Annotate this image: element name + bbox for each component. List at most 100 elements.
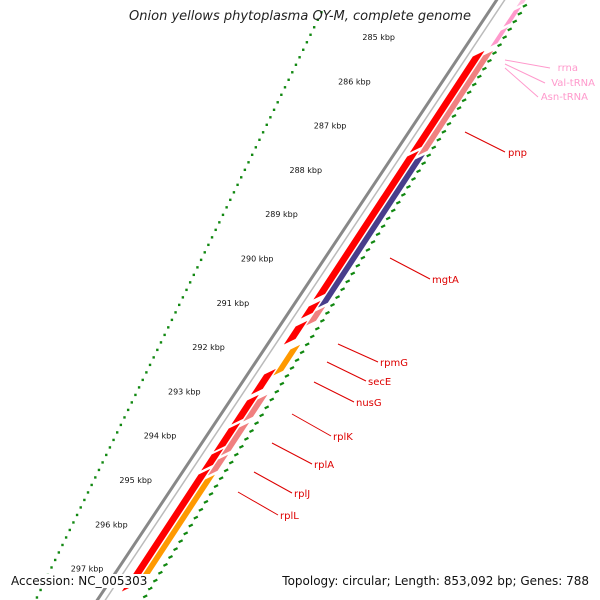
- gc-tick: [426, 153, 432, 158]
- gc-dot: [210, 236, 214, 239]
- gc-tick: [168, 555, 173, 559]
- gene-rplK-forward: [231, 394, 259, 425]
- ruler-label: 290 kbp: [241, 255, 274, 264]
- gene-secE-forward: [300, 300, 321, 319]
- gc-dot: [272, 108, 276, 111]
- gc-dot: [141, 378, 144, 382]
- gene-label: rplJ: [294, 489, 310, 500]
- gc-tick: [188, 523, 194, 528]
- gc-dot: [258, 138, 261, 142]
- gc-dot: [214, 228, 217, 232]
- gc-tick: [162, 562, 168, 567]
- label-connector: [504, 59, 551, 69]
- gc-dot: [291, 71, 294, 74]
- gc-tick: [183, 531, 189, 536]
- gene-pnp-track: [417, 50, 494, 156]
- gc-dot: [312, 26, 316, 29]
- gc-tick: [330, 303, 335, 307]
- rna-feature-2: [503, 7, 522, 27]
- gc-tick: [152, 578, 158, 583]
- gc-tick: [395, 200, 401, 205]
- label-connector: [504, 63, 546, 84]
- gc-tick: [370, 240, 376, 244]
- gc-tick: [324, 310, 330, 315]
- gc-tick: [254, 421, 260, 426]
- gc-tick: [299, 350, 305, 355]
- gc-dot: [94, 476, 97, 479]
- gc-tick: [284, 373, 290, 378]
- gene-label: pnp: [508, 148, 527, 159]
- ruler-label: 292 kbp: [192, 343, 225, 352]
- gc-dot: [218, 221, 221, 224]
- gc-dot: [236, 183, 239, 187]
- gc-dot: [203, 251, 206, 254]
- backbone-line: [95, 0, 499, 600]
- gc-dot: [134, 393, 137, 397]
- gc-tick: [345, 279, 351, 284]
- label-connector: [313, 381, 355, 403]
- gc-dot: [123, 416, 126, 419]
- gene-labels: rrna Val-tRNA Asn-tRNA pnp mgtA rpmG secE nusG r…: [237, 59, 595, 522]
- gene-label: rpmG: [380, 358, 408, 369]
- gene-label: Val-tRNA: [551, 78, 595, 89]
- gc-dot: [196, 266, 199, 269]
- gc-dot: [126, 408, 130, 412]
- gc-dot: [261, 131, 265, 134]
- gc-tick: [228, 460, 234, 465]
- gene-label: rplL: [280, 511, 299, 522]
- label-connector: [504, 67, 539, 98]
- gc-dot: [243, 168, 247, 172]
- gene-mgtA-forward: [313, 150, 419, 300]
- gc-dot: [79, 506, 82, 509]
- ruler-label: 297 kbp: [71, 565, 104, 574]
- rna-feature-3: [516, 0, 526, 7]
- gc-dot: [119, 423, 123, 427]
- ruler-label: 291 kbp: [217, 299, 250, 308]
- gc-tick: [350, 271, 356, 276]
- gc-tick: [264, 405, 270, 410]
- gc-dot: [35, 596, 39, 599]
- ruler-label: 295 kbp: [119, 476, 152, 485]
- gc-tick: [441, 129, 447, 134]
- backbone-shadow: [104, 0, 506, 600]
- gc-tick: [213, 484, 219, 489]
- gc-tick: [269, 397, 275, 402]
- gc-tick: [436, 137, 442, 142]
- gc-tick: [476, 74, 482, 79]
- gc-dot: [152, 356, 155, 359]
- gc-tick: [360, 255, 366, 260]
- ruler-label: 285 kbp: [362, 33, 395, 42]
- gc-dot: [250, 153, 254, 157]
- gc-tick: [198, 507, 204, 512]
- gc-dot: [298, 56, 301, 59]
- label-connector: [237, 491, 279, 516]
- gene-rpmG-forward: [283, 320, 308, 345]
- gc-dot: [232, 191, 236, 194]
- gc-tick: [497, 43, 503, 48]
- gc-dot: [302, 48, 305, 51]
- gc-dot: [309, 33, 312, 36]
- gc-tick: [314, 326, 320, 331]
- gc-tick: [451, 114, 457, 118]
- gc-tick: [456, 106, 462, 111]
- gc-dot: [280, 93, 283, 96]
- gc-dot: [247, 161, 250, 164]
- gc-tick: [294, 358, 300, 363]
- gc-dot: [276, 101, 279, 104]
- genome-summary-text: Topology: circular; Length: 853,092 bp; …: [279, 574, 592, 588]
- genome-backbone: [95, 0, 506, 600]
- gc-dot: [320, 11, 323, 14]
- gc-tick: [446, 121, 452, 126]
- gc-tick: [375, 232, 381, 237]
- gc-dot: [137, 386, 141, 389]
- label-connector: [253, 471, 293, 494]
- gc-tick: [173, 547, 179, 552]
- gc-tick: [218, 476, 224, 481]
- gc-dot: [240, 176, 243, 179]
- gc-dot: [72, 521, 75, 524]
- gc-dot: [174, 311, 177, 314]
- gene-rplA-track: [220, 422, 250, 456]
- gc-dot: [112, 438, 115, 442]
- gc-dot: [192, 273, 195, 277]
